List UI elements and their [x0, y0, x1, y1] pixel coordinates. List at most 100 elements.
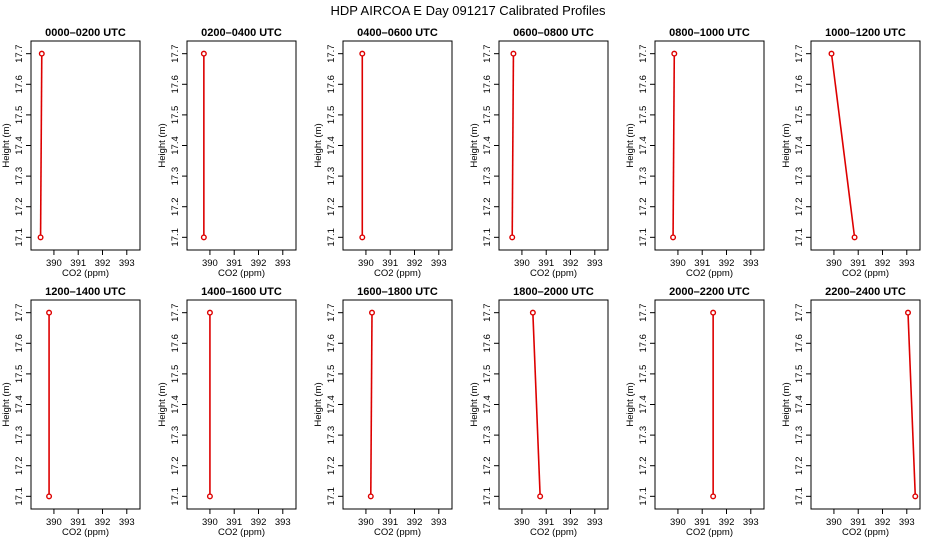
x-tick-label: 391	[226, 517, 242, 528]
x-tick-label: 390	[46, 517, 62, 528]
x-tick-label: 390	[826, 258, 842, 269]
y-tick-label: 17.5	[794, 365, 805, 384]
data-point	[37, 234, 44, 241]
y-tick-label: 17.3	[14, 167, 25, 186]
x-tick-label: 393	[743, 258, 759, 269]
x-tick-label: 390	[358, 517, 374, 528]
y-tick-label: 17.7	[326, 303, 337, 322]
panel-title: 1200–1400 UTC	[45, 286, 126, 298]
y-tick-label: 17.4	[638, 136, 649, 155]
x-tick-label: 393	[899, 258, 915, 269]
y-axis-label: Height (m)	[625, 123, 636, 167]
y-tick-label: 17.2	[170, 197, 181, 216]
plot-frame	[30, 40, 141, 251]
series-line	[907, 312, 917, 497]
y-tick-label: 17.1	[14, 487, 25, 506]
y-tick-label: 17.7	[170, 44, 181, 63]
x-tick-label: 392	[251, 258, 267, 269]
y-axis-label: Height (m)	[157, 382, 168, 426]
data-point	[367, 493, 374, 500]
chart-panel: 2200–2400 UTC 390 391 392 393 17.1 17.2 17.3 17.…	[781, 286, 921, 538]
x-tick-label: 391	[694, 517, 710, 528]
y-axis-label: Height (m)	[469, 123, 480, 167]
data-point	[38, 50, 45, 57]
x-axis-label: CO2 (ppm)	[686, 527, 733, 538]
x-tick-label: 393	[587, 517, 603, 528]
x-tick-label: 392	[563, 517, 579, 528]
x-tick-label: 392	[407, 258, 423, 269]
x-tick-label: 391	[538, 517, 554, 528]
x-tick-label: 391	[538, 258, 554, 269]
y-axis-label: Height (m)	[313, 123, 324, 167]
y-tick-label: 17.7	[170, 303, 181, 322]
y-tick-label: 17.6	[14, 334, 25, 353]
y-tick-label: 17.4	[326, 395, 337, 414]
chart-panel: 1800–2000 UTC 390 391 392 393 17.1 17.2 17.3 17.…	[469, 286, 609, 538]
panel-title: 1000–1200 UTC	[825, 27, 906, 39]
panel-title: 1800–2000 UTC	[513, 286, 594, 298]
panel-title: 1600–1800 UTC	[357, 286, 438, 298]
y-axis-label: Height (m)	[781, 382, 792, 426]
x-tick-label: 392	[719, 258, 735, 269]
data-point	[670, 234, 677, 241]
data-point	[206, 493, 213, 500]
x-axis-label: CO2 (ppm)	[530, 527, 577, 538]
y-tick-label: 17.6	[170, 75, 181, 94]
y-tick-label: 17.2	[14, 456, 25, 475]
x-tick-label: 393	[275, 517, 291, 528]
x-axis-label: CO2 (ppm)	[62, 268, 109, 279]
y-tick-label: 17.4	[638, 395, 649, 414]
x-tick-label: 393	[743, 517, 759, 528]
x-axis-label: CO2 (ppm)	[530, 268, 577, 279]
x-axis-label: CO2 (ppm)	[218, 527, 265, 538]
x-tick-label: 392	[95, 517, 111, 528]
x-tick-label: 391	[694, 258, 710, 269]
y-axis-label: Height (m)	[313, 382, 324, 426]
data-point	[359, 50, 366, 57]
chart-panel: 0800–1000 UTC 390 391 392 393 17.1 17.2 17.3 17.…	[625, 27, 765, 279]
y-tick-label: 17.3	[638, 426, 649, 445]
data-point	[671, 50, 678, 57]
data-point	[537, 493, 544, 500]
x-tick-label: 391	[226, 258, 242, 269]
panel-title: 1400–1600 UTC	[201, 286, 282, 298]
y-tick-label: 17.6	[794, 75, 805, 94]
y-tick-label: 17.3	[638, 167, 649, 186]
x-axis-label: CO2 (ppm)	[374, 268, 421, 279]
x-tick-label: 390	[670, 258, 686, 269]
panel-title: 0800–1000 UTC	[669, 27, 750, 39]
data-point	[359, 234, 366, 241]
x-tick-label: 393	[119, 517, 135, 528]
x-tick-label: 390	[46, 258, 62, 269]
y-tick-label: 17.1	[638, 228, 649, 247]
y-tick-label: 17.3	[794, 426, 805, 445]
y-tick-label: 17.3	[482, 426, 493, 445]
y-tick-label: 17.4	[482, 136, 493, 155]
data-point	[851, 234, 858, 241]
y-tick-label: 17.3	[170, 426, 181, 445]
y-axis-label: Height (m)	[1, 382, 12, 426]
y-tick-label: 17.5	[326, 365, 337, 384]
y-tick-label: 17.6	[638, 75, 649, 94]
x-tick-label: 391	[382, 517, 398, 528]
y-tick-label: 17.7	[326, 44, 337, 63]
y-tick-label: 17.5	[794, 106, 805, 125]
data-point	[905, 309, 912, 316]
y-axis-label: Height (m)	[157, 123, 168, 167]
y-tick-label: 17.5	[638, 365, 649, 384]
y-tick-label: 17.4	[170, 395, 181, 414]
x-axis-label: CO2 (ppm)	[842, 527, 889, 538]
x-tick-label: 390	[514, 258, 530, 269]
y-tick-label: 17.1	[170, 487, 181, 506]
x-tick-label: 390	[670, 517, 686, 528]
plot-frame	[498, 40, 609, 251]
chart-panel: 2000–2200 UTC 390 391 392 393 17.1 17.2 17.3 17.…	[625, 286, 765, 538]
x-tick-label: 391	[382, 258, 398, 269]
plot-frame	[498, 299, 609, 510]
y-tick-label: 17.5	[638, 106, 649, 125]
y-tick-label: 17.4	[14, 136, 25, 155]
y-tick-label: 17.6	[482, 75, 493, 94]
y-tick-label: 17.1	[14, 228, 25, 247]
x-tick-label: 393	[587, 258, 603, 269]
x-tick-label: 392	[875, 258, 891, 269]
